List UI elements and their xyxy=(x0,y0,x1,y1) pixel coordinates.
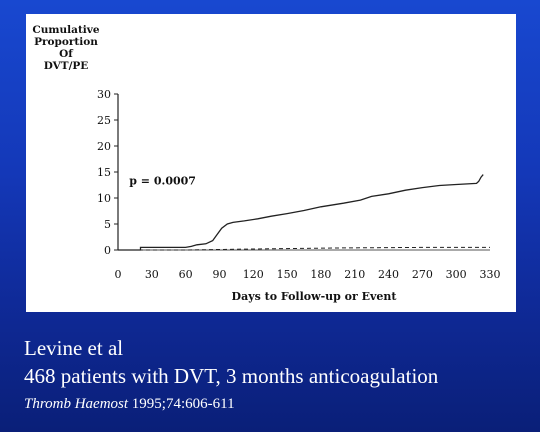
x-tick-label: 150 xyxy=(277,268,298,281)
x-tick-label: 60 xyxy=(179,268,193,281)
x-tick-label: 120 xyxy=(243,268,264,281)
series-line-solid xyxy=(118,174,484,251)
y-tick-label: 20 xyxy=(97,140,111,153)
x-tick-label: 270 xyxy=(412,268,433,281)
x-tick-label: 330 xyxy=(480,268,501,281)
x-tick-label: 0 xyxy=(115,268,122,281)
caption-authors: Levine et al xyxy=(24,336,124,360)
series-line-dashed xyxy=(118,246,490,251)
caption-citation: Thromb Haemost 1995;74:606-611 xyxy=(24,396,235,413)
chart-panel: Cumulative Proportion Of DVT/PE 0 5 10 15 20… xyxy=(26,14,516,312)
y-tick-label: 25 xyxy=(97,114,111,127)
y-title-line: Proportion xyxy=(34,36,98,48)
caption-study: 468 patients with DVT, 3 months anticoag… xyxy=(24,364,439,388)
y-title-line: DVT/PE xyxy=(43,60,89,72)
journal-name: Thromb Haemost xyxy=(24,396,129,412)
y-tick-label: 0 xyxy=(104,244,111,257)
x-tick-label: 180 xyxy=(310,268,331,281)
x-tick-label: 90 xyxy=(212,268,226,281)
x-tick-label: 240 xyxy=(378,268,399,281)
y-tick-label: 15 xyxy=(97,166,111,179)
y-title-line: Of xyxy=(59,48,73,60)
x-tick-label: 300 xyxy=(446,268,467,281)
y-tick-label: 10 xyxy=(97,192,111,205)
y-tick-label: 30 xyxy=(97,88,111,101)
citation-details: 1995;74:606-611 xyxy=(128,396,235,412)
y-tick-label: 5 xyxy=(104,218,111,231)
x-axis-title: Days to Follow-up or Event xyxy=(232,290,398,303)
x-tick-label: 30 xyxy=(145,268,159,281)
y-axis-title: Cumulative Proportion Of DVT/PE xyxy=(30,24,102,72)
y-title-line: Cumulative xyxy=(32,24,100,36)
p-value-annotation: p = 0.0007 xyxy=(129,174,196,187)
x-tick-label: 210 xyxy=(344,268,365,281)
